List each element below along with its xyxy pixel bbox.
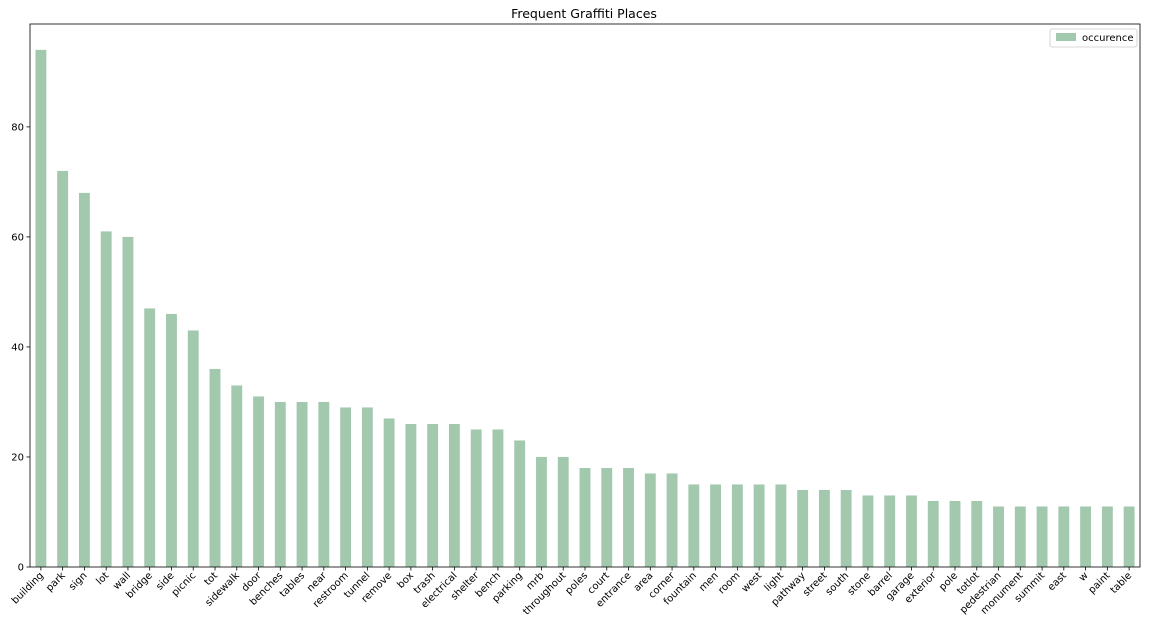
bar-pedestrian xyxy=(993,506,1004,567)
legend: occurence xyxy=(1049,28,1138,48)
x-tick-label: w xyxy=(1077,570,1091,584)
bar-bench xyxy=(492,429,504,567)
x-tick-label: sign xyxy=(67,570,89,592)
bar-box xyxy=(405,423,417,567)
bar-tunnel xyxy=(361,407,373,567)
bar-shelter xyxy=(470,429,482,567)
bar-door xyxy=(253,396,264,567)
chart-title: Frequent Graffiti Places xyxy=(511,6,657,21)
bar-paint xyxy=(1101,506,1113,567)
x-tick-label: east xyxy=(1046,570,1069,593)
y-tick-label: 20 xyxy=(11,452,24,463)
bar-near xyxy=(318,401,330,567)
x-tick-label: picnic xyxy=(170,570,198,598)
bar-benches xyxy=(274,401,286,567)
bar-totlot xyxy=(971,500,983,567)
bar-west xyxy=(753,484,765,567)
bar-light xyxy=(775,484,787,567)
legend-label: occurence xyxy=(1082,33,1133,44)
bar-sidewalk xyxy=(231,385,243,567)
x-tick-label: tot xyxy=(202,570,220,588)
bar-court xyxy=(601,467,613,567)
bar-garage xyxy=(906,495,917,567)
y-tick-label: 80 xyxy=(11,122,24,133)
x-tick-label: paint xyxy=(1087,570,1113,596)
bar-tot xyxy=(209,368,221,567)
bar-area xyxy=(644,473,656,567)
bar-sign xyxy=(78,192,90,567)
bar-picnic xyxy=(187,330,199,567)
bar-lot xyxy=(100,231,112,567)
x-tick-label: tables xyxy=(278,570,307,599)
x-tick-label: poles xyxy=(564,570,591,597)
bar-east xyxy=(1058,506,1070,567)
y-axis: 0 20 40 60 80 xyxy=(11,122,30,574)
bar-side xyxy=(166,313,177,567)
x-tick-label: table xyxy=(1109,570,1135,596)
x-tick-label: building xyxy=(10,570,46,606)
bar-restroom xyxy=(340,407,352,567)
x-tick-label: room xyxy=(716,570,742,596)
y-tick-label: 0 xyxy=(18,563,24,574)
legend-swatch xyxy=(1056,33,1076,41)
plot-frame xyxy=(29,23,1141,568)
bar-exterior xyxy=(927,500,939,567)
bar-mrb xyxy=(536,456,547,567)
bar-street xyxy=(818,489,830,567)
x-tick-label: street xyxy=(801,570,830,599)
bar-summit xyxy=(1036,506,1048,567)
bar-w xyxy=(1080,506,1092,567)
bar-electrical xyxy=(448,423,460,567)
bar-park xyxy=(57,170,69,568)
bar-pole xyxy=(949,500,961,567)
bar-remove xyxy=(383,418,395,567)
bars-group xyxy=(35,49,1135,568)
bar-bridge xyxy=(144,308,156,567)
bar-room xyxy=(731,484,743,567)
bar-building xyxy=(35,49,47,568)
bar-wall xyxy=(122,236,134,567)
bar-table xyxy=(1123,506,1135,567)
bar-tables xyxy=(296,401,308,567)
y-tick-label: 60 xyxy=(11,232,24,243)
bar-corner xyxy=(666,473,678,567)
bar-stone xyxy=(862,495,874,567)
bar-throughout xyxy=(557,456,569,567)
bar-barrel xyxy=(884,495,896,567)
y-tick-label: 40 xyxy=(11,342,24,353)
x-tick-label: west xyxy=(740,570,764,594)
bar-trash xyxy=(427,423,439,567)
x-tick-label: lot xyxy=(94,570,111,587)
bar-fountain xyxy=(688,484,700,567)
bar-men xyxy=(710,484,722,567)
x-tick-label: south xyxy=(824,570,852,598)
bar-poles xyxy=(579,467,591,567)
bar-pathway xyxy=(797,489,809,567)
x-tick-label: park xyxy=(44,570,68,594)
bar-entrance xyxy=(623,467,634,567)
bar-parking xyxy=(514,440,526,567)
bar-monument xyxy=(1014,506,1026,567)
bar-south xyxy=(840,489,852,567)
